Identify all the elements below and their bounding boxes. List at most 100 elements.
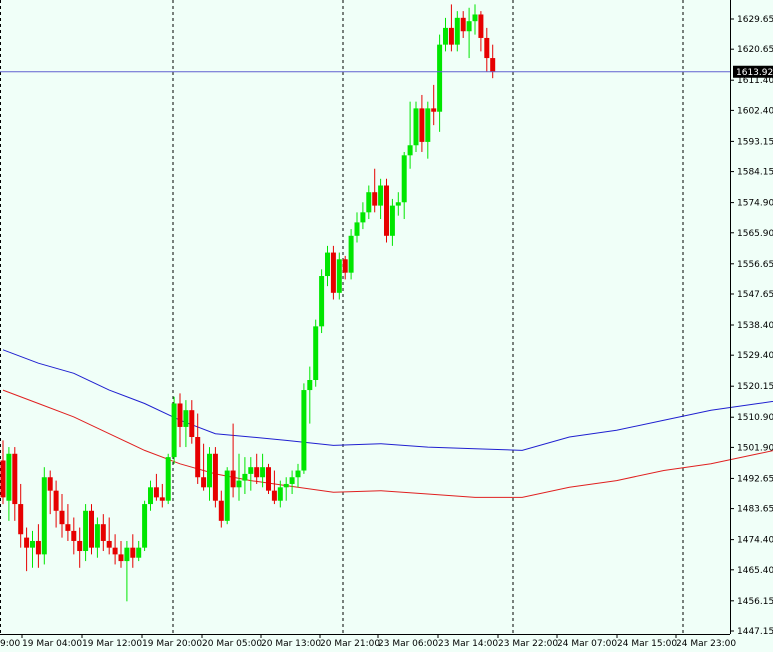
candle-body xyxy=(24,537,30,548)
candle-76 xyxy=(448,4,454,52)
y-tick-label-16: 1483.65 xyxy=(737,505,773,515)
candle-body xyxy=(425,108,431,142)
candle-77 xyxy=(454,11,460,52)
candle-78 xyxy=(460,11,466,38)
candle-body xyxy=(189,410,195,438)
candle-24 xyxy=(142,500,148,552)
x-tick-label-2: 19 Mar 20:00 xyxy=(142,639,202,649)
candle-22 xyxy=(130,534,136,568)
candle-32 xyxy=(189,400,195,444)
candle-body xyxy=(289,477,295,484)
x-tick-label-9: 24 Mar 07:00 xyxy=(557,639,617,649)
candle-body xyxy=(165,457,171,501)
candle-body xyxy=(59,510,65,525)
candle-body xyxy=(348,235,354,273)
candle-body xyxy=(342,259,348,273)
candle-66 xyxy=(389,198,395,246)
candle-10 xyxy=(59,494,65,538)
candle-16 xyxy=(94,517,100,558)
candle-47 xyxy=(277,480,283,508)
x-tick-label-5: 20 Mar 21:00 xyxy=(320,639,380,649)
candle-body xyxy=(443,27,448,45)
candle-50 xyxy=(295,463,301,488)
candle-body xyxy=(413,108,419,146)
candle-13 xyxy=(77,527,83,568)
candle-59 xyxy=(348,229,354,280)
candle-49 xyxy=(289,470,295,495)
candle-body xyxy=(71,530,77,541)
candle-64 xyxy=(378,178,384,220)
candle-body xyxy=(271,490,277,501)
candle-14 xyxy=(83,504,89,562)
candle-60 xyxy=(354,212,360,243)
candle-25 xyxy=(148,480,153,511)
candle-0 xyxy=(0,440,6,505)
candle-body xyxy=(148,487,153,505)
y-tick-label-14: 1501.90 xyxy=(737,443,773,453)
x-tick-label-8: 23 Mar 22:00 xyxy=(498,639,558,649)
candle-11 xyxy=(65,504,71,541)
candle-body xyxy=(419,108,425,142)
candle-54 xyxy=(319,269,325,334)
y-axis-ticks: 1629.65 1620.65 1611.40 1602.40 1593.15 1584.… xyxy=(730,15,773,637)
candle-53 xyxy=(313,319,319,387)
candle-6 xyxy=(35,524,41,568)
candle-61 xyxy=(360,202,366,230)
y-tick-label-2: 1611.40 xyxy=(737,76,773,86)
candle-39 xyxy=(230,423,236,498)
candle-body xyxy=(460,17,466,32)
candle-body xyxy=(35,540,41,555)
y-tick-label-8: 1556.65 xyxy=(737,260,773,270)
candle-body xyxy=(0,460,6,498)
x-tick-label-7: 23 Mar 14:00 xyxy=(438,639,498,649)
candle-body xyxy=(124,547,130,562)
candle-body xyxy=(478,14,484,38)
candle-33 xyxy=(195,413,201,484)
candle-75 xyxy=(443,17,448,52)
price-tag-label: 1613.92 xyxy=(736,68,773,78)
candle-body xyxy=(171,403,177,458)
candle-body xyxy=(112,547,118,555)
candle-body xyxy=(18,504,24,535)
candle-71 xyxy=(419,94,425,152)
x-tick-label-0: 19 Mar 04:00 xyxy=(22,639,82,649)
candle-body xyxy=(242,473,248,481)
candle-body xyxy=(12,453,18,505)
candle-body xyxy=(366,192,372,213)
candles xyxy=(0,4,496,602)
candle-body xyxy=(183,410,189,427)
candle-body xyxy=(136,547,142,558)
candle-37 xyxy=(218,490,224,528)
candle-21 xyxy=(124,540,130,602)
x-tick-label-1: 19 Mar 12:00 xyxy=(82,639,142,649)
candle-18 xyxy=(106,517,112,555)
candle-body xyxy=(195,437,201,478)
x-axis-ticks: 9:00 19 Mar 04:00 19 Mar 12:00 19 Mar 20:00… xyxy=(0,634,736,649)
candle-body xyxy=(330,252,336,293)
candle-body xyxy=(472,14,478,22)
candle-body xyxy=(6,453,12,501)
candle-body xyxy=(360,212,366,223)
candle-body xyxy=(53,490,59,511)
candle-body xyxy=(384,185,389,236)
candle-body xyxy=(454,17,460,45)
candle-body xyxy=(325,252,330,277)
candle-34 xyxy=(201,443,207,491)
candle-body xyxy=(319,276,325,327)
candle-4 xyxy=(24,527,30,572)
candle-body xyxy=(395,202,401,206)
x-tick-label-3: 20 Mar 05:00 xyxy=(202,639,262,649)
candle-70 xyxy=(413,101,419,152)
candle-41 xyxy=(242,457,248,495)
candle-12 xyxy=(71,517,77,555)
candle-body xyxy=(437,44,443,112)
candle-65 xyxy=(384,178,389,243)
candle-body xyxy=(378,185,384,206)
y-tick-label-20: 1447.15 xyxy=(737,627,773,637)
candle-15 xyxy=(89,504,94,555)
y-tick-label-18: 1465.40 xyxy=(737,566,773,576)
candle-body xyxy=(159,497,165,501)
candle-19 xyxy=(112,534,118,565)
candle-body xyxy=(336,259,342,293)
candle-body xyxy=(100,524,106,541)
